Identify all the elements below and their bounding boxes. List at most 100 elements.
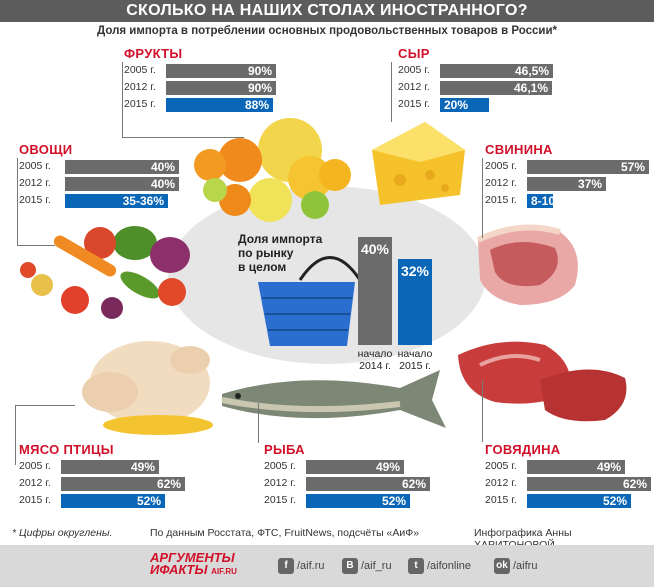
bar: 20% — [440, 98, 489, 112]
connector-beef — [482, 380, 483, 442]
fish-illustration — [221, 370, 446, 428]
bar: 40% — [65, 177, 179, 191]
bar: 49% — [61, 460, 159, 474]
center-bar-value: 40% — [360, 241, 390, 257]
bar: 62% — [527, 477, 651, 491]
bar-row: 2012 г. 90% — [124, 80, 294, 97]
year-label: 2005 г. — [398, 64, 430, 76]
block-beef: ГОВЯДИНА 2005 г. 49% 2012 г. 62% 2015 г. 52% — [485, 442, 654, 510]
year-label: 2015 г. — [485, 194, 517, 206]
social-handle: /aif_ru — [361, 560, 392, 572]
beef-illustration — [458, 341, 627, 422]
center-title-line-3: в целом — [238, 260, 287, 274]
bar: 37% — [527, 177, 606, 191]
bar-row: 2015 г. 52% — [264, 493, 434, 510]
pork-illustration — [476, 224, 578, 305]
bar-row: 2015 г. 20% — [398, 97, 568, 114]
social-facebook[interactable]: f/aif.ru — [278, 558, 325, 574]
bar-row: 2015 г. 35-36% — [19, 193, 185, 210]
footnote: * Цифры округлены. — [12, 527, 113, 539]
bar: 52% — [306, 494, 410, 508]
center-bar-label-line: начало — [357, 348, 393, 360]
year-label: 2005 г. — [485, 460, 517, 472]
bar-row: 2012 г. 62% — [19, 476, 189, 493]
logo-bottom: ИФАКТЫ AIF.RU — [150, 563, 237, 578]
bar-row: 2015 г. 52% — [485, 493, 654, 510]
connector-fruits — [122, 62, 244, 138]
connector-chicken — [15, 405, 75, 465]
year-label: 2015 г. — [264, 494, 296, 506]
social-vk[interactable]: B/aif_ru — [342, 558, 392, 574]
category-title: СЫР — [398, 46, 430, 61]
bar: 40% — [65, 160, 179, 174]
center-bar-value: 32% — [400, 263, 430, 279]
bar-row: 2005 г. 46,5% — [398, 63, 568, 80]
facebook-icon: f — [278, 558, 294, 574]
year-label: 2015 г. — [485, 494, 517, 506]
year-label: 2012 г. — [19, 477, 51, 489]
vk-icon: B — [342, 558, 358, 574]
category-title: МЯСО ПТИЦЫ — [19, 442, 114, 457]
social-odnoklassniki[interactable]: ok/aifru — [494, 558, 537, 574]
year-label: 2012 г. — [264, 477, 296, 489]
year-label: 2012 г. — [398, 81, 430, 93]
bar-row: 2005 г. 57% — [485, 159, 654, 176]
block-pork: СВИНИНА 2005 г. 57% 2012 г. 37% 2015 г. 8-10% — [485, 142, 654, 210]
block-chicken: МЯСО ПТИЦЫ 2005 г. 49% 2012 г. 62% 2015 г. 52% — [19, 442, 189, 510]
bar: 52% — [61, 494, 165, 508]
bar: 8-10% — [527, 194, 566, 208]
block-fruits: ФРУКТЫ 2005 г. 90% 2012 г. 90% 2015 г. 88% — [124, 46, 294, 114]
center-bar-label-line: 2014 г. — [359, 360, 391, 372]
bar: 46,5% — [440, 64, 553, 78]
bar: 57% — [527, 160, 649, 174]
center-bar: 40% — [358, 237, 392, 345]
block-vegetables: ОВОЩИ 2005 г. 40% 2012 г. 40% 2015 г. 35-36% — [19, 142, 185, 210]
category-title: ФРУКТЫ — [124, 46, 183, 61]
bar: 88% — [166, 98, 273, 112]
bar-row: 2012 г. 62% — [485, 476, 654, 493]
year-label: 2005 г. — [124, 64, 156, 76]
connector-fish — [258, 403, 259, 443]
bar-row: 2005 г. 49% — [264, 459, 434, 476]
logo-top: АРГУМЕНТЫ — [150, 550, 235, 565]
bar-row: 2005 г. 90% — [124, 63, 294, 80]
fruits-illustration — [194, 118, 351, 222]
bar-row: 2005 г. 49% — [19, 459, 189, 476]
bar: 62% — [306, 477, 430, 491]
year-label: 2005 г. — [19, 160, 51, 172]
bar: 52% — [527, 494, 631, 508]
infographic-title: СКОЛЬКО НА НАШИХ СТОЛАХ ИНОСТРАННОГО? — [0, 0, 654, 22]
bar-row: 2012 г. 46,1% — [398, 80, 568, 97]
social-twitter[interactable]: t/aifonline — [408, 558, 471, 574]
social-handle: /aifru — [513, 560, 538, 572]
bar: 35-36% — [65, 194, 168, 208]
chicken-illustration — [82, 341, 213, 435]
bar-row: 2005 г. 40% — [19, 159, 185, 176]
bar: 62% — [61, 477, 185, 491]
bar: 46,1% — [440, 81, 552, 95]
illustrations — [20, 118, 627, 435]
year-label: 2012 г. — [485, 177, 517, 189]
year-label: 2012 г. — [485, 477, 517, 489]
logo-site: AIF.RU — [211, 567, 237, 576]
odnoklassniki-icon: ok — [494, 558, 510, 574]
vegetables-illustration — [20, 226, 190, 319]
social-handle: /aif.ru — [297, 560, 325, 572]
center-title-line-1: Доля импорта — [238, 232, 323, 246]
connector-pork — [482, 158, 483, 238]
aif-logo[interactable]: АРГУМЕНТЫ ИФАКТЫ AIF.RU — [150, 550, 237, 578]
year-label: 2015 г. — [398, 98, 430, 110]
center-chart-title: Доля импорта по рынку в целом — [238, 232, 322, 274]
block-fish: РЫБА 2005 г. 49% 2012 г. 62% 2015 г. 52% — [264, 442, 434, 510]
bar: 90% — [166, 64, 276, 78]
infographic-subtitle: Доля импорта в потреблении основных прод… — [97, 25, 557, 37]
cheese-illustration — [372, 122, 465, 205]
twitter-icon: t — [408, 558, 424, 574]
bar-row: 2015 г. 8-10% — [485, 193, 654, 210]
year-label: 2015 г. — [19, 194, 51, 206]
year-label: 2005 г. — [485, 160, 517, 172]
block-cheese: СЫР 2005 г. 46,5% 2012 г. 46,1% 2015 г. 20% — [398, 46, 568, 114]
bar-row: 2012 г. 62% — [264, 476, 434, 493]
center-bar-label-line: 2015 г. — [399, 360, 431, 372]
bar-row: 2015 г. 88% — [124, 97, 294, 114]
